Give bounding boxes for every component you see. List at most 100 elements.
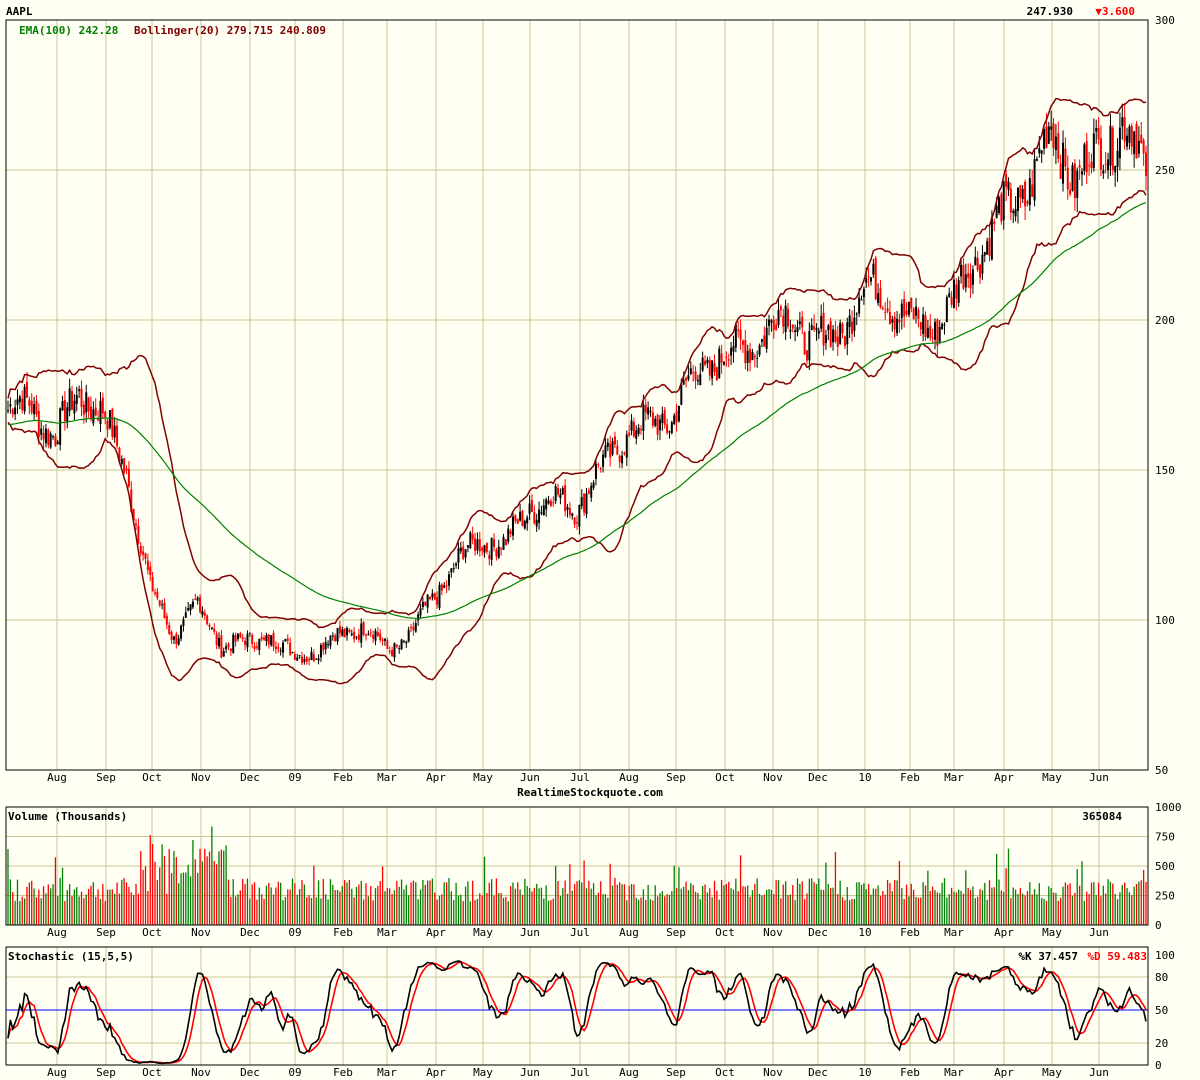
price-candle-body bbox=[400, 639, 403, 650]
price-candle-body bbox=[656, 414, 659, 435]
price-candle-body bbox=[907, 302, 910, 315]
price-candle-body bbox=[1071, 165, 1074, 191]
price-candle-body bbox=[1130, 125, 1133, 147]
price-candle-body bbox=[244, 640, 247, 646]
price-candle-body bbox=[457, 548, 460, 563]
price-candle-body bbox=[839, 322, 842, 344]
price-candle-body bbox=[969, 273, 972, 289]
price-candle-body bbox=[941, 323, 944, 330]
price-candle-body bbox=[493, 539, 496, 547]
price-candle-body bbox=[1040, 150, 1043, 154]
price-candle-body bbox=[68, 388, 71, 411]
price-candle-body bbox=[580, 497, 583, 507]
volume-plot-frame bbox=[5, 806, 1149, 926]
price-candle-body bbox=[476, 539, 479, 551]
price-candle-body bbox=[161, 604, 164, 606]
price-candle-body bbox=[552, 502, 555, 504]
price-candle-body bbox=[388, 650, 391, 652]
price-candle-body bbox=[727, 359, 730, 361]
price-candle-body bbox=[540, 512, 543, 514]
y-tick-label: 50 bbox=[1155, 764, 1168, 777]
price-candle-body bbox=[1121, 117, 1124, 127]
price-candle-body bbox=[66, 407, 69, 423]
price-candle-body bbox=[291, 652, 294, 654]
price-candle-body bbox=[694, 371, 697, 381]
price-candle-body bbox=[779, 306, 782, 310]
price-candle-body bbox=[303, 659, 306, 662]
month-tick-label: Nov bbox=[191, 771, 211, 784]
price-candle-body bbox=[922, 314, 925, 334]
month-tick-label: Dec bbox=[808, 926, 828, 939]
price-candle-body bbox=[59, 408, 62, 445]
price-candle-body bbox=[893, 316, 896, 330]
price-candle-body bbox=[983, 251, 986, 256]
price-candle-body bbox=[701, 357, 704, 371]
price-candle-body bbox=[369, 632, 372, 634]
watermark: RealtimeStockquote.com bbox=[517, 786, 663, 799]
price-candle-body bbox=[926, 327, 929, 338]
price-candle-body bbox=[1019, 185, 1022, 198]
price-candle-body bbox=[263, 637, 266, 640]
price-candle-body bbox=[379, 633, 382, 640]
price-candle-body bbox=[832, 329, 835, 343]
price-candle-body bbox=[1076, 170, 1079, 198]
price-candle-body bbox=[1009, 188, 1012, 213]
price-candle-body bbox=[722, 361, 725, 365]
price-candle-body bbox=[753, 355, 756, 358]
price-candle-body bbox=[267, 634, 270, 645]
price-candle-body bbox=[535, 519, 538, 527]
price-candle-body bbox=[21, 398, 24, 411]
price-candle-body bbox=[1014, 209, 1017, 217]
price-candle-body bbox=[253, 646, 256, 649]
price-candle-body bbox=[338, 626, 341, 634]
month-tick-label: Nov bbox=[191, 1066, 211, 1079]
month-tick-label: Oct bbox=[142, 926, 162, 939]
month-tick-label: Nov bbox=[191, 926, 211, 939]
month-tick-label: Aug bbox=[47, 771, 67, 784]
price-candle-body bbox=[282, 642, 285, 653]
price-candle-body bbox=[1021, 188, 1024, 200]
month-tick-label: May bbox=[473, 926, 493, 939]
stochastic-grid: Aug Sep Oct Nov Dec 09 Feb Mar Apr May Jun Jul Aug Se… bbox=[6, 947, 1175, 1079]
price-candle-body bbox=[611, 441, 614, 455]
price-candle-body bbox=[182, 619, 185, 627]
month-tick-label: Oct bbox=[715, 771, 735, 784]
price-candle-body bbox=[412, 626, 415, 631]
bollinger-lower-line bbox=[7, 190, 1147, 685]
price-candle-body bbox=[63, 399, 66, 422]
price-candle-body bbox=[1104, 163, 1107, 165]
price-candle-body bbox=[419, 608, 422, 616]
price-candle-body bbox=[82, 404, 85, 415]
price-candle-body bbox=[711, 360, 714, 379]
month-tick-label: 09 bbox=[288, 1066, 301, 1079]
price-candle-body bbox=[929, 325, 932, 338]
price-candle-body bbox=[609, 443, 612, 458]
price-candle-body bbox=[327, 644, 330, 646]
price-candle-body bbox=[898, 319, 901, 323]
volume-grid: Aug Sep Oct Nov Dec 09 Feb Mar Apr May Jun Jul Aug Se… bbox=[6, 801, 1182, 939]
price-candle-body bbox=[101, 397, 104, 414]
price-candle-body bbox=[455, 563, 458, 566]
month-tick-label: 10 bbox=[858, 771, 871, 784]
price-candle-body bbox=[42, 432, 45, 440]
price-candle-body bbox=[1057, 133, 1060, 159]
price-candle-body bbox=[1128, 126, 1131, 143]
price-candle-body bbox=[248, 632, 251, 634]
month-tick-label: Apr bbox=[426, 1066, 446, 1079]
y-tick-label: 250 bbox=[1155, 890, 1175, 903]
price-candle-body bbox=[184, 612, 187, 618]
price-candle-body bbox=[108, 410, 111, 428]
price-candle-body bbox=[308, 659, 311, 661]
month-tick-label: Sep bbox=[666, 926, 686, 939]
price-candle-body bbox=[1137, 140, 1140, 154]
price-candle-body bbox=[995, 205, 998, 218]
price-candle-body bbox=[123, 458, 126, 473]
price-candle-body bbox=[528, 503, 531, 514]
price-candle-body bbox=[343, 628, 346, 638]
price-candle-body bbox=[945, 297, 948, 323]
price-candle-body bbox=[158, 600, 161, 606]
price-candle-body bbox=[1097, 127, 1100, 140]
month-tick-label: Sep bbox=[96, 771, 116, 784]
price-candle-body bbox=[770, 320, 773, 323]
